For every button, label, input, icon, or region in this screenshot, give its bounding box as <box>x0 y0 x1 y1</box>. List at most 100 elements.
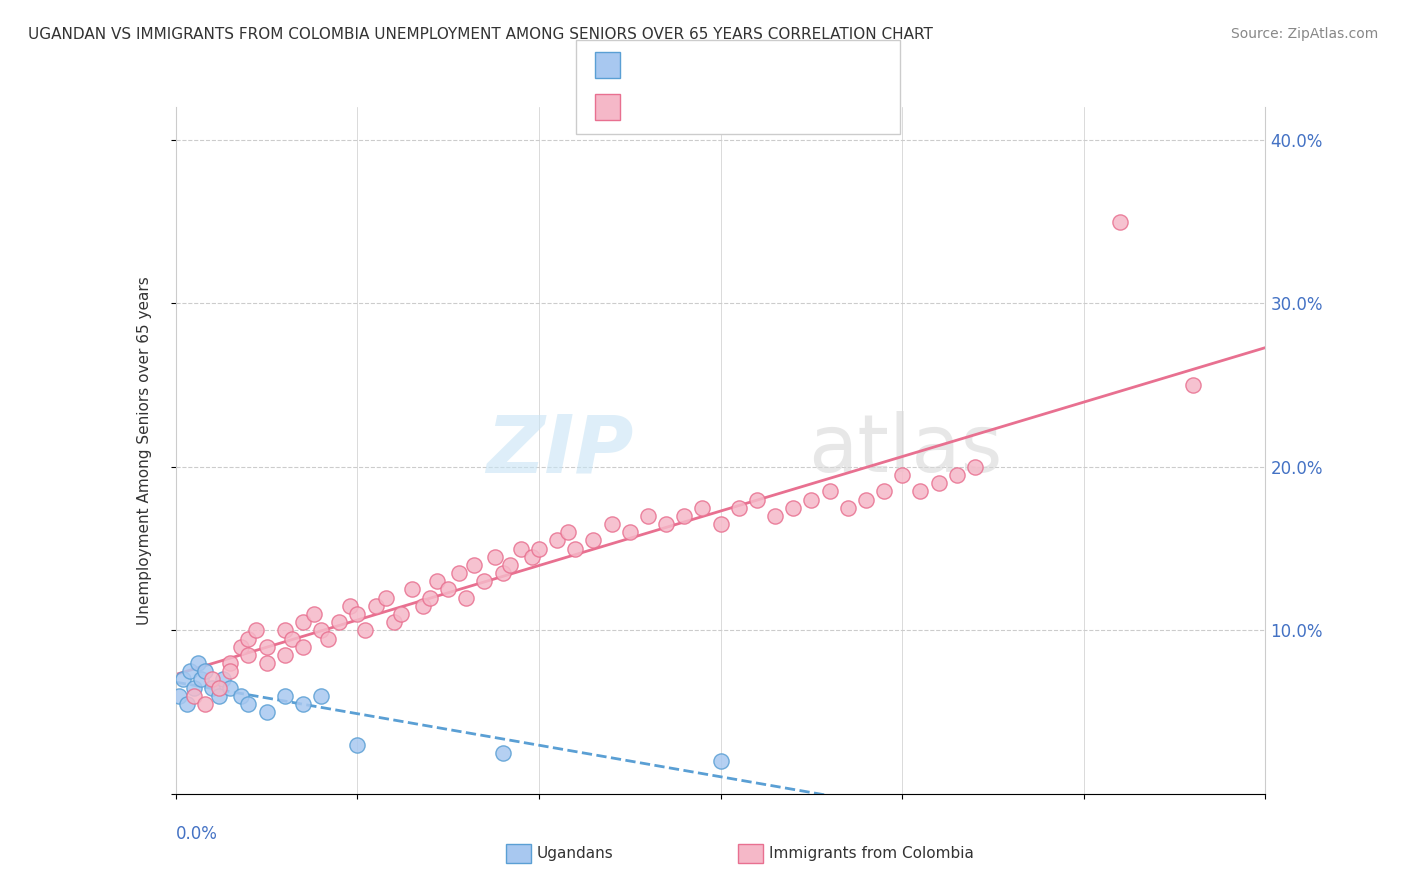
Point <box>837 500 859 515</box>
Point <box>346 738 368 752</box>
Point <box>763 508 786 523</box>
Point <box>172 673 194 687</box>
Text: R =   0.632   N =  70: R = 0.632 N = 70 <box>628 98 801 116</box>
Point <box>169 689 191 703</box>
Point <box>727 500 749 515</box>
Point <box>527 541 550 556</box>
Point <box>818 484 841 499</box>
Point <box>291 697 314 711</box>
Point <box>910 484 932 499</box>
Point <box>582 533 605 548</box>
Point <box>291 640 314 654</box>
Point <box>291 615 314 630</box>
Point <box>873 484 896 499</box>
Point <box>600 516 623 531</box>
Point <box>745 492 768 507</box>
Point <box>353 624 375 638</box>
Point <box>963 459 986 474</box>
Point <box>219 681 242 695</box>
Point <box>637 508 659 523</box>
Text: UGANDAN VS IMMIGRANTS FROM COLOMBIA UNEMPLOYMENT AMONG SENIORS OVER 65 YEARS COR: UGANDAN VS IMMIGRANTS FROM COLOMBIA UNEM… <box>28 27 934 42</box>
Point <box>364 599 387 613</box>
Point <box>201 673 224 687</box>
Text: ZIP: ZIP <box>486 411 633 490</box>
Point <box>945 467 967 482</box>
Point <box>208 681 231 695</box>
Point <box>328 615 350 630</box>
Point <box>710 516 733 531</box>
Point <box>238 648 260 662</box>
Point <box>231 689 253 703</box>
Point <box>219 656 242 670</box>
Y-axis label: Unemployment Among Seniors over 65 years: Unemployment Among Seniors over 65 years <box>138 277 152 624</box>
Point <box>194 697 217 711</box>
Point <box>256 705 278 719</box>
Point <box>183 689 205 703</box>
Point <box>179 664 201 679</box>
Point <box>499 558 522 572</box>
Point <box>437 582 460 597</box>
Point <box>557 525 579 540</box>
Point <box>186 656 209 670</box>
Point <box>546 533 568 548</box>
Text: 0.0%: 0.0% <box>176 825 218 843</box>
Text: Ugandans: Ugandans <box>537 847 614 861</box>
Point <box>382 615 405 630</box>
Point <box>194 664 217 679</box>
Point <box>389 607 412 621</box>
Point <box>484 549 506 564</box>
Point <box>692 500 714 515</box>
Point <box>212 673 235 687</box>
Point <box>891 467 914 482</box>
Point <box>456 591 478 605</box>
Point <box>375 591 398 605</box>
Point <box>183 681 205 695</box>
Point <box>238 632 260 646</box>
Point <box>492 566 515 580</box>
Point <box>492 746 515 760</box>
Point <box>855 492 877 507</box>
Point <box>426 574 449 589</box>
Point <box>463 558 485 572</box>
Point <box>401 582 423 597</box>
Point <box>201 681 224 695</box>
Point <box>673 508 696 523</box>
Point <box>274 648 297 662</box>
Point <box>238 697 260 711</box>
Point <box>710 754 733 768</box>
Point <box>281 632 304 646</box>
Point <box>412 599 434 613</box>
Point <box>302 607 325 621</box>
Point <box>318 632 340 646</box>
Point <box>509 541 531 556</box>
Point <box>474 574 496 589</box>
Point <box>219 664 242 679</box>
Point <box>655 516 678 531</box>
Point <box>256 656 278 670</box>
Point <box>346 607 368 621</box>
Point <box>256 640 278 654</box>
Point <box>309 624 332 638</box>
Point <box>564 541 586 556</box>
Text: R =  -0.482   N =  21: R = -0.482 N = 21 <box>628 55 801 73</box>
Point <box>520 549 543 564</box>
Point <box>245 624 267 638</box>
Point <box>190 673 212 687</box>
Point <box>800 492 823 507</box>
Point <box>208 689 231 703</box>
Point <box>339 599 361 613</box>
Point <box>176 697 198 711</box>
Point <box>419 591 441 605</box>
Point <box>231 640 253 654</box>
Point <box>782 500 804 515</box>
Text: Source: ZipAtlas.com: Source: ZipAtlas.com <box>1230 27 1378 41</box>
Text: atlas: atlas <box>807 411 1002 490</box>
Point <box>928 476 950 491</box>
Point <box>309 689 332 703</box>
Point <box>1181 378 1204 392</box>
Point <box>274 624 297 638</box>
Text: Immigrants from Colombia: Immigrants from Colombia <box>769 847 974 861</box>
Point <box>619 525 641 540</box>
Point <box>447 566 470 580</box>
Point <box>274 689 297 703</box>
